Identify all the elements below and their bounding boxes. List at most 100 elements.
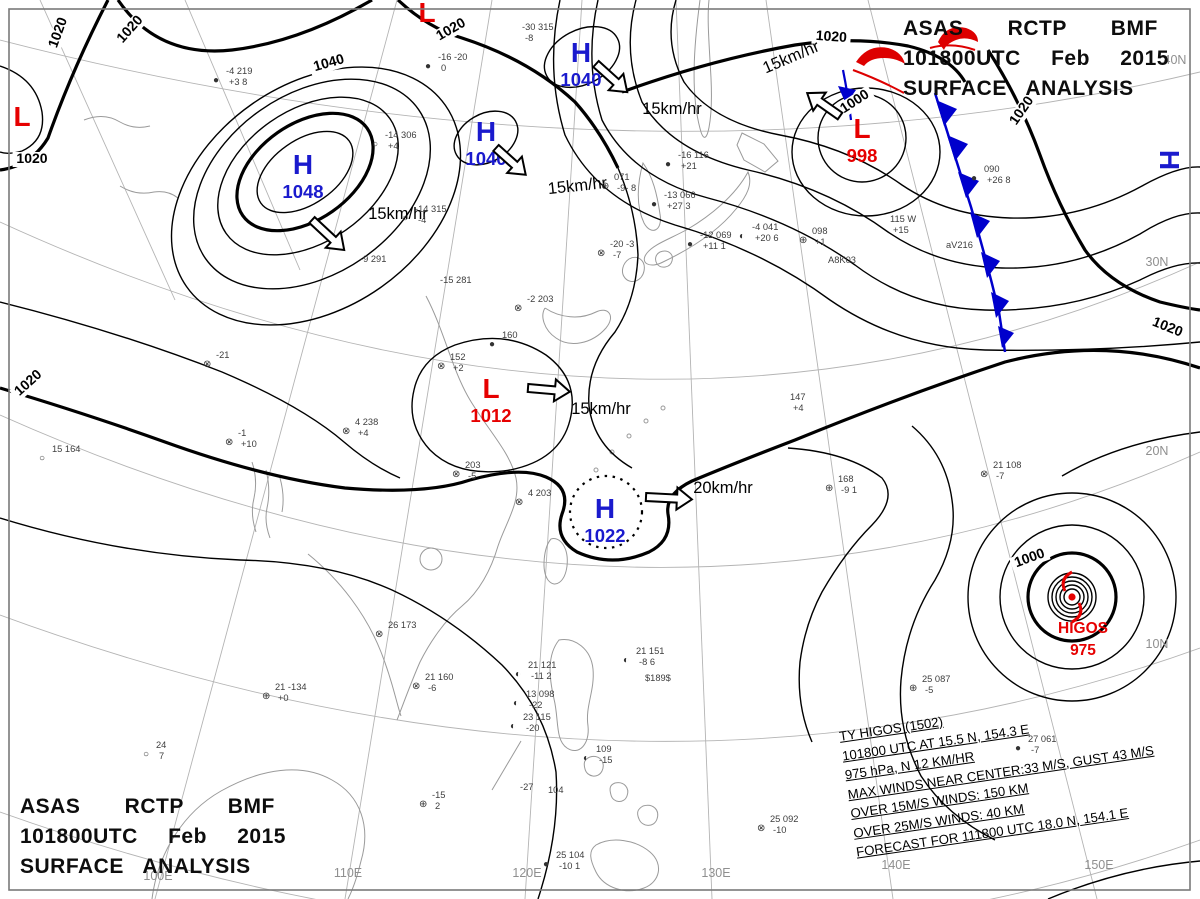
chart-type: SURFACE ANALYSIS <box>20 855 251 878</box>
high-center-symbol: H <box>293 149 313 180</box>
station-plot: $189$ <box>645 673 672 683</box>
station-circle-icon: ⊕ <box>825 483 833 494</box>
pressure-value: 1012 <box>470 405 511 426</box>
station-plot: -2 203 ⊗ <box>514 294 553 314</box>
station-text: -30 315 <box>522 22 554 32</box>
station-text: -20 -3 <box>610 239 634 249</box>
coastlines <box>83 0 779 899</box>
station-plot: -14 306+4 ○ <box>372 130 417 151</box>
chart-datetime: 101800UTC Feb 2015 <box>20 825 286 848</box>
isobar-value: 1020 <box>16 150 47 166</box>
typhoon-name: HIGOS <box>1058 620 1108 637</box>
station-text: 098 <box>812 226 828 236</box>
warm-front-line-2 <box>929 44 976 51</box>
station-text: 24 <box>156 740 166 750</box>
station-circle-icon: ⊗ <box>342 426 350 437</box>
station-text: A8K03 <box>828 255 856 265</box>
movement-speed-label: 15km/hr <box>368 205 428 223</box>
station-circle-icon: ● <box>543 859 549 870</box>
station-text: -21 <box>216 350 229 360</box>
typhoon-icon <box>1061 570 1083 624</box>
station-text: -4 <box>418 215 426 225</box>
high-center-symbol: H <box>1154 150 1185 170</box>
warm-front-symbol-2 <box>938 27 978 50</box>
station-text: 26 173 <box>388 620 416 630</box>
station-circle-icon: ⊕ <box>262 691 270 702</box>
warm-front-line <box>852 69 905 94</box>
station-text: 071 <box>614 172 630 182</box>
station-text: 13 098 <box>526 689 554 699</box>
station-text: +20 6 <box>755 233 779 243</box>
grid-label: 140E <box>881 858 910 872</box>
station-text: -4 041 <box>752 222 778 232</box>
station-circle-icon: ○ <box>39 453 45 464</box>
station-plot: 4 203 ⊗ <box>515 488 551 508</box>
station-text: -15 <box>599 755 612 765</box>
station-text: 21 160 <box>425 672 453 682</box>
isobar-label: 1020 <box>12 150 52 167</box>
station-plot: -14 315-4 ○ <box>402 204 447 225</box>
grid-label: 120E <box>512 866 541 880</box>
cold-front-line <box>933 92 1007 353</box>
station-circle-icon: ◐ <box>623 655 629 666</box>
station-plot: -15 281 <box>440 275 472 285</box>
station-text: 25 092 <box>770 814 798 824</box>
station-plot: 23 115-20 ◐ <box>510 712 551 733</box>
station-circle-icon: ◐ <box>583 753 589 764</box>
station-plot: 25 092-10 ⊗ <box>757 814 798 835</box>
low-center-symbol: L <box>13 101 30 132</box>
station-text: -16 116 <box>678 150 709 160</box>
title-block-bottom-left: ASAS RCTP BMF 101800UTC Feb 2015 SURFACE… <box>20 792 286 882</box>
station-text: 15 164 <box>52 444 80 454</box>
station-text: +21 <box>681 161 697 171</box>
movement-arrow <box>526 377 572 404</box>
station-plot: 109-15 ◐ <box>583 744 612 765</box>
pressure-value: 1048 <box>282 181 323 202</box>
station-circle-icon: ◐ <box>510 721 516 732</box>
station-text: -7 <box>1031 745 1039 755</box>
chart-id: ASAS RCTP BMF <box>903 17 1158 40</box>
map-border-frame <box>8 8 1191 891</box>
station-plot: -30 315-8 <box>522 22 554 43</box>
movement-arrow <box>307 215 346 252</box>
station-circle-icon: ◐ <box>515 669 521 680</box>
station-text: -9 1 <box>841 485 857 495</box>
station-plot: 147+4 <box>790 392 806 413</box>
station-text: 21 121 <box>528 660 556 670</box>
station-text: +3 8 <box>229 77 247 87</box>
movement-speed-label: 20km/hr <box>693 479 753 497</box>
cold-front-triangles <box>936 100 1014 348</box>
movement-speed-label: 15km/hr <box>547 174 609 198</box>
low-center-symbol: L <box>482 373 499 404</box>
station-circle-icon: ⊕ <box>601 181 609 192</box>
movement-arrow <box>644 485 694 512</box>
grid-label: 100E <box>143 869 172 883</box>
station-plot: 21 151-8 6 ◐ <box>623 646 664 667</box>
station-circle-icon: ● <box>425 61 431 72</box>
station-text: 152 <box>450 352 466 362</box>
station-plot: 115 W+15 <box>890 214 916 235</box>
station-plot: 104 <box>548 785 564 795</box>
station-text: -7 <box>613 250 621 260</box>
station-plot: -9 291 <box>360 254 386 264</box>
isobar-label: 1020 <box>811 27 852 47</box>
station-text: -10 1 <box>559 861 580 871</box>
station-plot: 25 104-10 1 ● <box>543 850 584 871</box>
station-text: 160 <box>502 330 518 340</box>
station-plot: aV216 <box>946 240 973 250</box>
station-text: -14 306 <box>385 130 417 140</box>
station-circle-icon: ⊗ <box>514 303 522 314</box>
station-text: 21 151 <box>636 646 664 656</box>
station-plot: -13 066+27 3 ● <box>651 190 696 211</box>
station-plot: 090+26 8 ● <box>971 164 1011 185</box>
station-plot: A8K03 <box>828 255 856 265</box>
movement-arrow <box>491 143 527 176</box>
station-text: +2 <box>453 363 464 373</box>
station-text: aV216 <box>946 240 973 250</box>
station-circle-icon: ⊗ <box>375 629 383 640</box>
station-text: -16 -20 <box>438 52 467 62</box>
